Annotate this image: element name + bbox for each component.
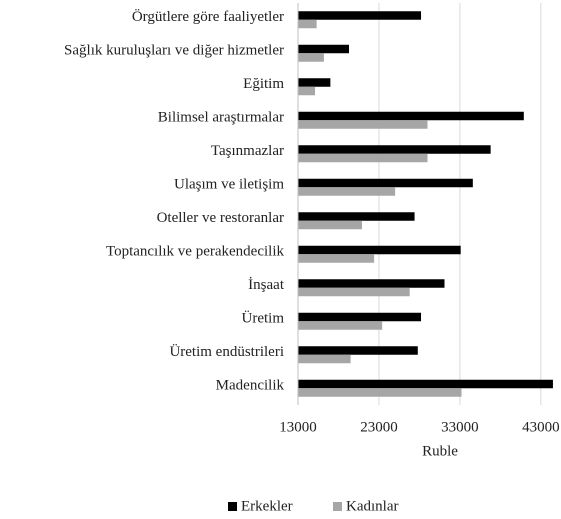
x-tick-label: 33000	[441, 419, 479, 435]
y-tick-label: Eğitim	[243, 76, 284, 92]
y-tick-label: Örgütlere göre faaliyetler	[132, 8, 284, 25]
bar	[298, 346, 418, 355]
bar	[298, 53, 324, 62]
y-tick-label: Bilimsel araştırmalar	[158, 110, 284, 126]
y-tick-label: İnşaat	[248, 277, 285, 293]
y-tick-label: Toptancılık ve perakendecilik	[106, 244, 285, 260]
bar	[298, 388, 462, 397]
y-tick-label: Üretim	[242, 310, 285, 327]
y-tick-label: Madencilik	[216, 378, 285, 394]
bar	[298, 212, 415, 221]
y-tick-label: Üretim endüstrileri	[169, 343, 284, 360]
x-tick-label: 43000	[522, 419, 560, 435]
legend-swatch	[228, 502, 237, 511]
bar	[298, 321, 383, 330]
bar	[298, 120, 428, 129]
legend-swatch	[333, 502, 342, 511]
x-tick-label: 23000	[360, 419, 398, 435]
bar	[298, 78, 331, 87]
x-axis-label: Ruble	[422, 443, 458, 459]
bar	[298, 19, 317, 29]
bar	[298, 111, 524, 121]
legend-label: Erkekler	[241, 498, 293, 514]
bar	[298, 11, 422, 20]
bar	[298, 220, 362, 230]
bar	[298, 279, 445, 288]
x-tick-label: 13000	[279, 419, 317, 435]
y-tick-label: Ulaşım ve iletişim	[174, 177, 284, 193]
bar	[298, 86, 315, 96]
legend-label: Kadınlar	[346, 498, 398, 514]
bar	[298, 153, 428, 163]
bar	[298, 44, 349, 54]
bar	[298, 254, 375, 263]
bar	[298, 354, 351, 364]
bar	[298, 245, 461, 255]
y-tick-label: Oteller ve restoranlar	[157, 210, 284, 226]
bar	[298, 312, 422, 322]
y-tick-label: Sağlık kuruluşları ve diğer hizmetler	[64, 43, 284, 59]
bar	[298, 178, 473, 188]
bar	[298, 145, 491, 154]
y-tick-label: Taşınmazlar	[211, 143, 284, 159]
bar	[298, 287, 410, 297]
bar	[298, 187, 396, 196]
bar	[298, 379, 553, 389]
